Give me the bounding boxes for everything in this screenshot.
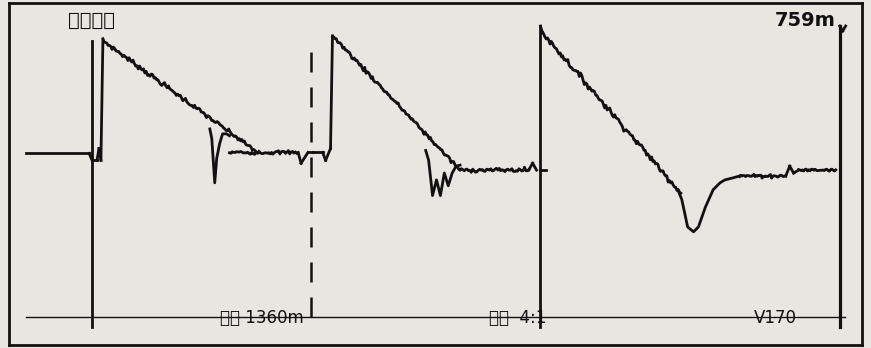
Text: 比例  4:1: 比例 4:1 — [490, 309, 547, 327]
Text: 脉冲电流: 脉冲电流 — [68, 11, 115, 30]
Text: 759m: 759m — [775, 11, 836, 30]
Text: V170: V170 — [754, 309, 797, 327]
Text: 范围 1360m: 范围 1360m — [219, 309, 303, 327]
